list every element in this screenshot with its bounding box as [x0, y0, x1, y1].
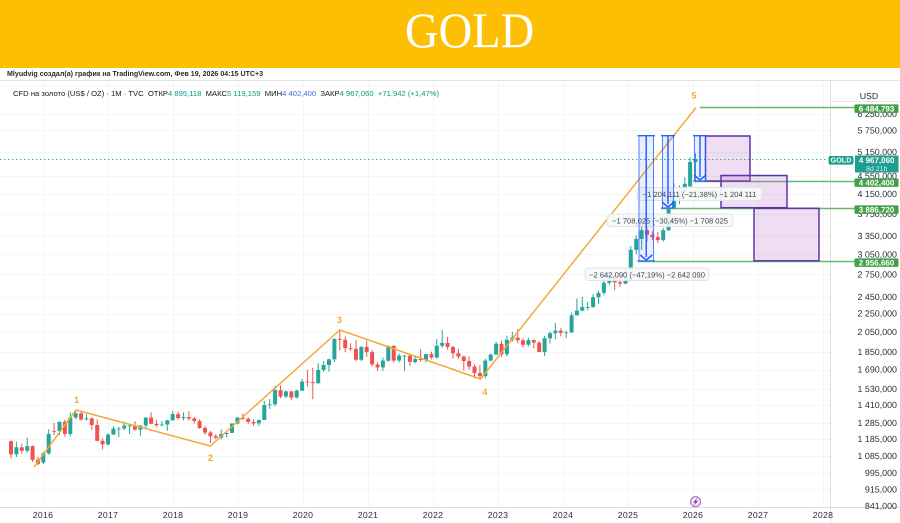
svg-text:5 750,000: 5 750,000: [858, 126, 898, 136]
svg-text:4 967,060: 4 967,060: [859, 156, 895, 165]
svg-text:3 886,720: 3 886,720: [859, 206, 895, 215]
svg-text:−1 204,111 (−21,38%) −1 204 11: −1 204,111 (−21,38%) −1 204 111: [643, 190, 757, 199]
svg-text:2028: 2028: [813, 510, 834, 520]
svg-text:2: 2: [208, 453, 213, 463]
svg-text:841,000: 841,000: [865, 501, 897, 511]
svg-text:915,000: 915,000: [865, 484, 897, 494]
svg-text:8d 21h: 8d 21h: [866, 165, 888, 173]
svg-text:2 250,000: 2 250,000: [858, 309, 898, 319]
svg-text:1 285,000: 1 285,000: [858, 418, 898, 428]
svg-text:2 750,000: 2 750,000: [858, 270, 898, 280]
svg-text:2023: 2023: [488, 510, 509, 520]
svg-text:1 185,000: 1 185,000: [858, 434, 898, 444]
svg-text:1 690,000: 1 690,000: [858, 365, 898, 375]
svg-text:3: 3: [337, 315, 342, 325]
svg-text:1 085,000: 1 085,000: [858, 451, 898, 461]
svg-text:2018: 2018: [163, 510, 184, 520]
svg-text:2021: 2021: [358, 510, 379, 520]
svg-text:4 550,000: 4 550,000: [858, 171, 898, 181]
svg-text:1 410,000: 1 410,000: [858, 400, 898, 410]
svg-text:2 050,000: 2 050,000: [858, 327, 898, 337]
svg-text:3 050,000: 3 050,000: [858, 249, 898, 259]
svg-text:2 450,000: 2 450,000: [858, 292, 898, 302]
svg-text:2026: 2026: [683, 510, 704, 520]
svg-text:2020: 2020: [293, 510, 314, 520]
svg-text:2024: 2024: [553, 510, 574, 520]
svg-text:5 150,000: 5 150,000: [858, 147, 898, 157]
svg-text:3 350,000: 3 350,000: [858, 231, 898, 241]
svg-text:1: 1: [74, 395, 79, 405]
svg-text:2025: 2025: [618, 510, 639, 520]
svg-text:6 250,000: 6 250,000: [858, 109, 898, 119]
svg-text:2016: 2016: [33, 510, 54, 520]
svg-text:4 402,400: 4 402,400: [859, 179, 895, 188]
svg-text:2027: 2027: [748, 510, 769, 520]
svg-text:2019: 2019: [228, 510, 249, 520]
svg-text:4: 4: [482, 387, 488, 397]
svg-text:4 150,000: 4 150,000: [858, 189, 898, 199]
svg-text:−2 642,090 (−47,19%) −2 642 09: −2 642,090 (−47,19%) −2 642 090: [589, 270, 705, 279]
svg-text:2 956,660: 2 956,660: [859, 259, 895, 268]
svg-text:GOLD: GOLD: [831, 156, 852, 165]
svg-text:−1 708,025 (−30,45%) −1 708 02: −1 708,025 (−30,45%) −1 708 025: [612, 216, 728, 225]
svg-text:2022: 2022: [423, 510, 444, 520]
svg-text:2017: 2017: [98, 510, 119, 520]
svg-text:6 484,793: 6 484,793: [859, 105, 895, 114]
svg-text:5: 5: [691, 91, 696, 101]
svg-text:1 530,000: 1 530,000: [858, 384, 898, 394]
svg-text:1 850,000: 1 850,000: [858, 347, 898, 357]
svg-text:USD: USD: [860, 91, 879, 101]
svg-text:995,000: 995,000: [865, 468, 897, 478]
